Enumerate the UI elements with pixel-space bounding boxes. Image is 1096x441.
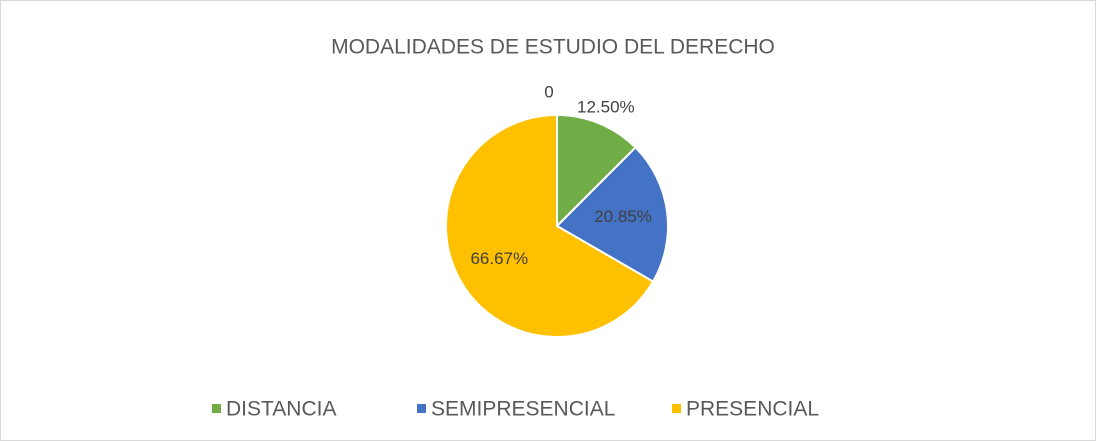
chart-title: MODALIDADES DE ESTUDIO DEL DERECHO: [331, 36, 775, 59]
data-label: 12.50%: [577, 98, 635, 117]
legend-label: DISTANCIA: [226, 398, 336, 421]
data-label: 0: [544, 82, 553, 101]
data-label: 66.67%: [470, 249, 528, 268]
legend-swatch: [212, 404, 221, 413]
legend-label: PRESENCIAL: [686, 398, 819, 421]
pie-slice: [555, 146, 669, 283]
legend-label: SEMIPRESENCIAL: [431, 398, 615, 421]
legend-swatch: [672, 404, 681, 413]
data-label: 20.85%: [594, 207, 652, 226]
pie-slice: [556, 113, 637, 229]
pie-slice: [445, 113, 655, 338]
legend-swatch: [417, 404, 426, 413]
